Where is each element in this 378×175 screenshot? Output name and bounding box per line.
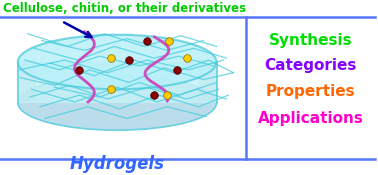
Ellipse shape <box>18 35 217 89</box>
Text: Synthesis: Synthesis <box>269 33 353 48</box>
Text: Cellulose, chitin, or their derivatives: Cellulose, chitin, or their derivatives <box>3 2 246 15</box>
Ellipse shape <box>18 76 217 130</box>
Text: Hydrogels: Hydrogels <box>70 155 165 173</box>
Polygon shape <box>18 62 217 103</box>
Polygon shape <box>199 59 217 103</box>
Polygon shape <box>18 59 36 103</box>
Text: Applications: Applications <box>258 111 364 126</box>
Text: Properties: Properties <box>266 84 356 99</box>
Text: Categories: Categories <box>265 58 357 73</box>
